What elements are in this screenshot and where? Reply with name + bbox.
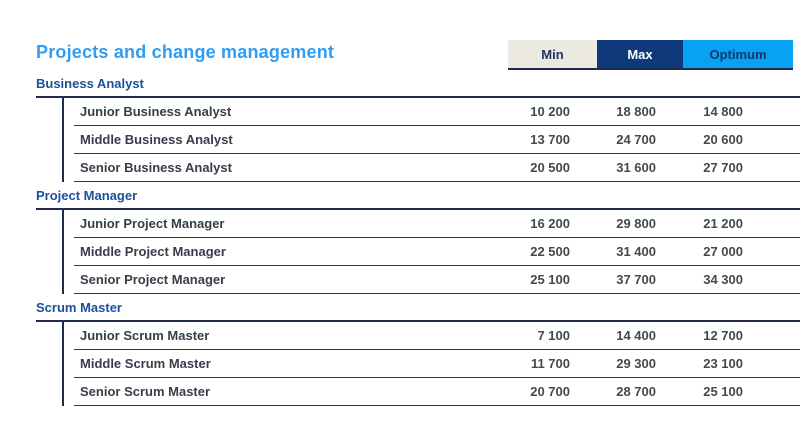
role-group: Business Analyst Junior Business Analyst… — [0, 70, 808, 182]
row-label: Middle Business Analyst — [80, 132, 233, 147]
group-header: Project Manager — [36, 182, 800, 210]
cell-max: 18 800 — [616, 104, 656, 119]
table-row: Junior Business Analyst 10 200 18 800 14… — [74, 98, 800, 126]
cell-optimum: 27 000 — [703, 244, 743, 259]
row-label: Senior Project Manager — [80, 272, 226, 287]
table-row: Senior Project Manager 25 100 37 700 34 … — [74, 266, 800, 294]
group-name: Project Manager — [36, 188, 138, 203]
cell-max: 29 800 — [616, 216, 656, 231]
cell-max: 14 400 — [616, 328, 656, 343]
legend-optimum-button[interactable]: Optimum — [683, 40, 793, 68]
group-rows: Junior Business Analyst 10 200 18 800 14… — [62, 98, 800, 182]
legend: Min Max Optimum — [508, 40, 793, 68]
cell-max: 31 400 — [616, 244, 656, 259]
table-row: Junior Scrum Master 7 100 14 400 12 700 — [74, 322, 800, 350]
group-header: Business Analyst — [36, 70, 800, 98]
cell-optimum: 12 700 — [703, 328, 743, 343]
cell-min: 10 200 — [530, 104, 570, 119]
row-label: Junior Project Manager — [80, 216, 225, 231]
cell-optimum: 23 100 — [703, 356, 743, 371]
table-row: Middle Scrum Master 11 700 29 300 23 100 — [74, 350, 800, 378]
group-name: Business Analyst — [36, 76, 144, 91]
cell-optimum: 27 700 — [703, 160, 743, 175]
cell-max: 31 600 — [616, 160, 656, 175]
role-group: Scrum Master Junior Scrum Master 7 100 1… — [0, 294, 808, 406]
cell-max: 24 700 — [616, 132, 656, 147]
cell-optimum: 25 100 — [703, 384, 743, 399]
cell-min: 22 500 — [530, 244, 570, 259]
row-label: Junior Business Analyst — [80, 104, 232, 119]
role-group: Project Manager Junior Project Manager 1… — [0, 182, 808, 294]
cell-min: 25 100 — [530, 272, 570, 287]
cell-max: 29 300 — [616, 356, 656, 371]
table-row: Middle Project Manager 22 500 31 400 27 … — [74, 238, 800, 266]
salary-table: Business Analyst Junior Business Analyst… — [0, 70, 808, 406]
cell-min: 16 200 — [530, 216, 570, 231]
cell-optimum: 34 300 — [703, 272, 743, 287]
cell-optimum: 20 600 — [703, 132, 743, 147]
cell-min: 20 500 — [530, 160, 570, 175]
group-rows: Junior Project Manager 16 200 29 800 21 … — [62, 210, 800, 294]
row-label: Junior Scrum Master — [80, 328, 210, 343]
table-row: Junior Project Manager 16 200 29 800 21 … — [74, 210, 800, 238]
row-label: Middle Scrum Master — [80, 356, 211, 371]
group-rows: Junior Scrum Master 7 100 14 400 12 700 … — [62, 322, 800, 406]
legend-min-button[interactable]: Min — [508, 40, 597, 68]
table-row: Middle Business Analyst 13 700 24 700 20… — [74, 126, 800, 154]
cell-min: 13 700 — [530, 132, 570, 147]
table-row: Senior Business Analyst 20 500 31 600 27… — [74, 154, 800, 182]
cell-min: 20 700 — [530, 384, 570, 399]
legend-max-button[interactable]: Max — [597, 40, 683, 68]
group-name: Scrum Master — [36, 300, 122, 315]
cell-max: 28 700 — [616, 384, 656, 399]
table-row: Senior Scrum Master 20 700 28 700 25 100 — [74, 378, 800, 406]
cell-min: 11 700 — [530, 356, 570, 371]
row-label: Middle Project Manager — [80, 244, 226, 259]
page-title: Projects and change management — [36, 42, 335, 62]
legend-underline — [508, 68, 793, 70]
row-label: Senior Scrum Master — [80, 384, 211, 399]
cell-optimum: 14 800 — [703, 104, 743, 119]
cell-max: 37 700 — [616, 272, 656, 287]
row-label: Senior Business Analyst — [80, 160, 232, 175]
cell-min: 7 100 — [537, 328, 570, 343]
group-header: Scrum Master — [36, 294, 800, 322]
cell-optimum: 21 200 — [703, 216, 743, 231]
